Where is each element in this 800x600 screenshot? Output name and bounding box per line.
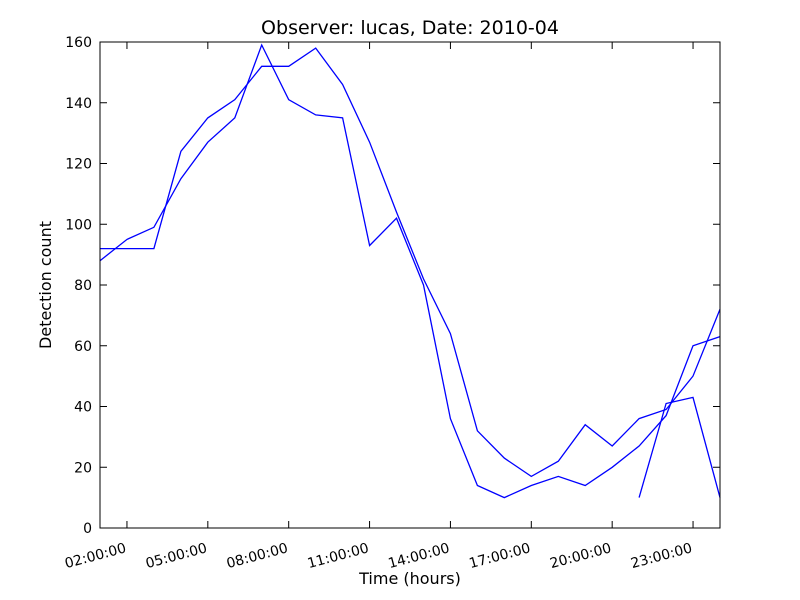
x-axis-title: Time (hours) <box>358 569 461 588</box>
series-line-3 <box>638 396 721 498</box>
series-line-1 <box>99 43 721 499</box>
y-tick-label: 0 <box>83 521 92 537</box>
y-tick-label: 140 <box>65 96 92 112</box>
plot-frame <box>99 41 721 529</box>
y-axis-title: Detection count <box>36 221 55 349</box>
series-layer <box>99 43 721 499</box>
chart-title: Observer: lucas, Date: 2010-04 <box>261 17 559 39</box>
series-line-2 <box>100 47 721 478</box>
y-tick-label: 80 <box>74 278 92 294</box>
y-tick-label: 120 <box>65 157 92 173</box>
y-tick-label: 40 <box>74 400 92 416</box>
y-tick-label: 60 <box>74 339 92 355</box>
y-tick-label: 20 <box>74 460 92 476</box>
y-tick-label: 160 <box>65 35 92 51</box>
y-tick-label: 100 <box>65 217 92 233</box>
